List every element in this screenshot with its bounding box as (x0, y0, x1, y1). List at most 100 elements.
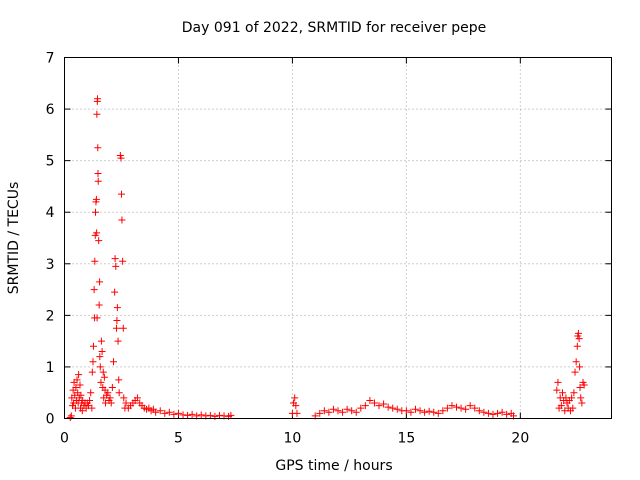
data-point (568, 394, 576, 402)
data-point (471, 404, 479, 412)
data-point (573, 342, 581, 350)
data-point (96, 353, 104, 361)
data-point (89, 342, 97, 350)
data-point (494, 409, 502, 417)
data-point (430, 408, 438, 416)
y-tick-label: 1 (46, 360, 55, 376)
data-point (76, 381, 84, 389)
data-point (439, 407, 447, 415)
data-point (90, 286, 98, 294)
data-point (498, 408, 506, 416)
data-point (112, 324, 120, 332)
data-point (93, 314, 101, 322)
x-tick-label: 0 (60, 431, 69, 447)
data-point (111, 288, 119, 296)
data-point (206, 411, 214, 419)
data-point (576, 384, 584, 392)
data-point (91, 257, 99, 265)
data-point (448, 402, 456, 410)
data-point (384, 403, 392, 411)
data-point (161, 409, 169, 417)
data-point (98, 347, 106, 355)
data-point (112, 262, 120, 270)
data-point (93, 229, 101, 237)
data-point (291, 394, 299, 402)
data-point (334, 407, 342, 415)
data-point (466, 402, 474, 410)
data-point (119, 257, 127, 265)
data-point (292, 402, 300, 410)
data-point (554, 378, 562, 386)
data-point (94, 144, 102, 152)
y-tick-label: 0 (46, 412, 55, 428)
data-point (95, 237, 103, 245)
data-point (107, 399, 115, 407)
y-axis-label: SRMTID / TECUs (6, 182, 22, 295)
data-point (120, 394, 128, 402)
y-tick-label: 4 (46, 205, 55, 221)
data-point (316, 409, 324, 417)
data-point (571, 368, 579, 376)
data-point (569, 404, 577, 412)
data-point (293, 409, 301, 417)
data-point (197, 411, 205, 419)
data-point (87, 389, 95, 397)
data-point (343, 405, 351, 413)
x-axis-label: GPS time / hours (275, 458, 392, 474)
data-point (393, 405, 401, 413)
y-tick-label: 6 (46, 102, 55, 118)
data-point (96, 278, 104, 286)
data-points (66, 95, 588, 421)
data-point (184, 411, 192, 419)
data-point (574, 329, 582, 337)
data-point (72, 384, 80, 392)
data-point (152, 408, 160, 416)
plot-frame (64, 57, 612, 419)
x-tick-label: 20 (511, 431, 529, 447)
data-point (97, 337, 105, 345)
data-point (91, 208, 99, 216)
data-point (100, 373, 108, 381)
data-point (88, 404, 96, 412)
data-point (475, 407, 483, 415)
data-point (94, 95, 102, 103)
data-point (411, 405, 419, 413)
data-point (117, 190, 125, 198)
data-point (165, 408, 173, 416)
data-point (89, 358, 97, 366)
data-point (580, 381, 588, 389)
data-point (320, 407, 328, 415)
data-point (133, 394, 141, 402)
x-tick-label: 5 (174, 431, 183, 447)
data-point (370, 399, 378, 407)
data-point (434, 409, 442, 417)
data-point (110, 358, 118, 366)
data-point (553, 386, 561, 394)
y-tick-label: 2 (46, 308, 55, 324)
y-tick-label: 3 (46, 257, 55, 273)
data-point (443, 404, 451, 412)
data-point (380, 400, 388, 408)
data-point (352, 408, 360, 416)
data-point (215, 411, 223, 419)
data-point (484, 409, 492, 417)
data-point (572, 358, 580, 366)
data-point (577, 394, 585, 402)
data-point (462, 405, 470, 413)
data-point (115, 376, 123, 384)
y-tick-label: 5 (46, 154, 55, 170)
data-point (389, 404, 397, 412)
data-point (457, 404, 465, 412)
data-point (453, 403, 461, 411)
data-point (489, 410, 497, 418)
data-point (421, 408, 429, 416)
data-point (557, 402, 565, 410)
data-point (117, 154, 125, 162)
data-point (576, 363, 584, 371)
data-point (73, 376, 81, 384)
data-point (227, 411, 235, 419)
data-point (578, 399, 586, 407)
data-point (156, 407, 164, 415)
data-point (118, 216, 126, 224)
